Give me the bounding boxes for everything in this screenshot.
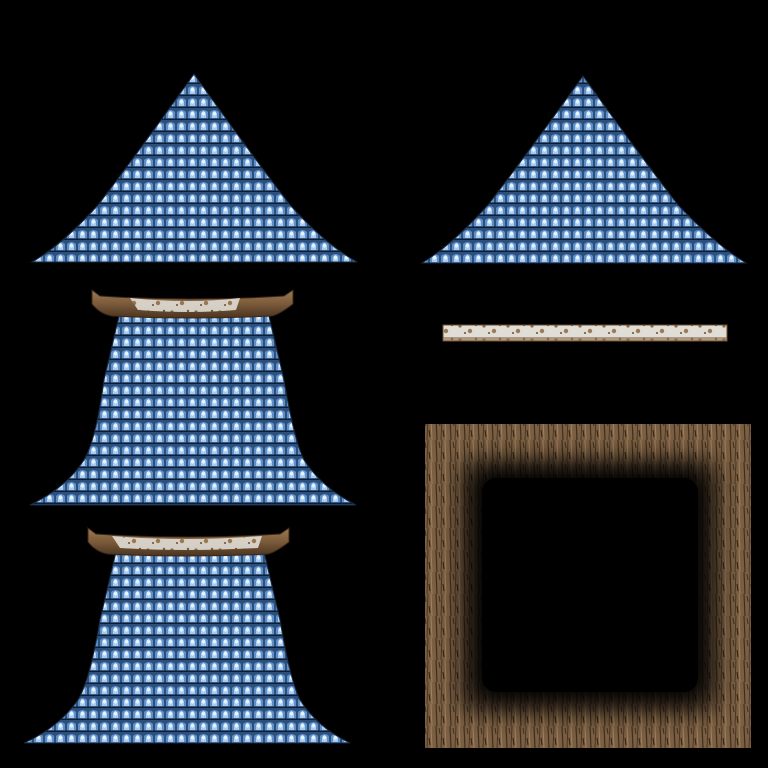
- wood-beam: [91, 289, 294, 319]
- roof-cone-right: [420, 75, 748, 264]
- roof-flared-upper: [29, 289, 357, 506]
- snow-beam-strip: [442, 324, 728, 342]
- roof-cone-left: [30, 73, 358, 263]
- wood-frame: [425, 424, 751, 748]
- roof-flared-lower: [23, 527, 351, 744]
- wood-beam: [87, 527, 290, 557]
